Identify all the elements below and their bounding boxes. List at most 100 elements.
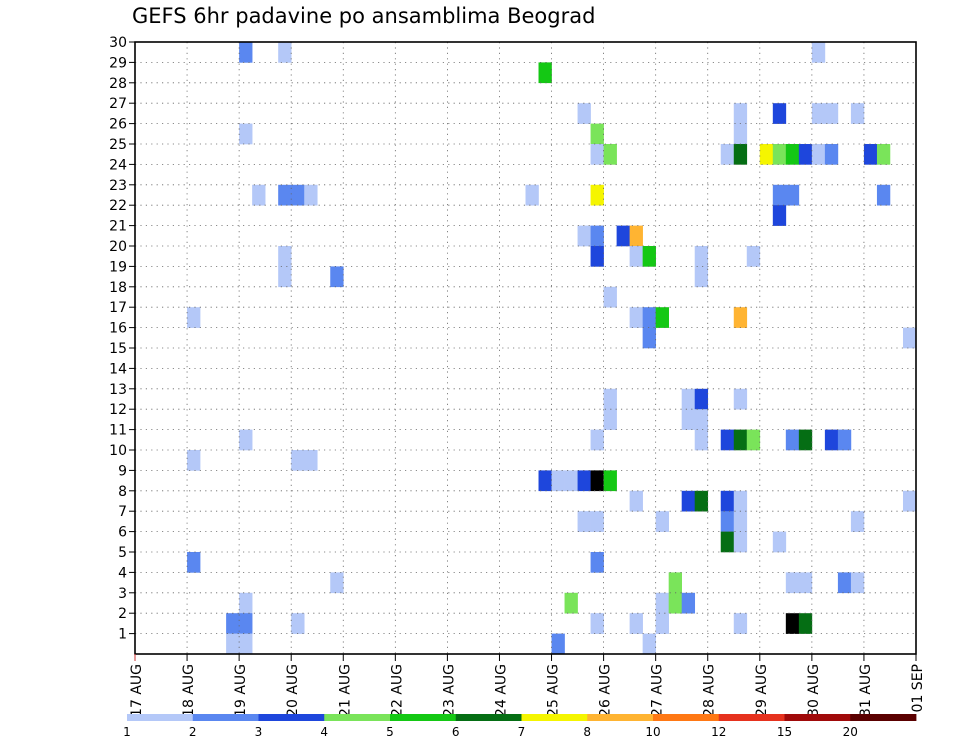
precip-cell [642, 307, 656, 328]
x-tick-label: 25 AUG [546, 664, 562, 717]
x-tick-label: 27 AUG [650, 664, 666, 717]
colorbar-legend: 1 2 3 4 5 6 7 8 10 12 15 20 [123, 714, 917, 739]
precip-cell [239, 123, 253, 145]
y-tick-label: 4 [118, 565, 127, 581]
x-tick-label: 19 AUG [233, 664, 249, 717]
precip-cell [590, 144, 604, 165]
precip-cell [733, 103, 748, 124]
precip-cell [902, 490, 917, 512]
precip-cell [798, 144, 813, 165]
precip-cell [590, 429, 604, 451]
precip-cell [863, 144, 878, 165]
chart-title: GEFS 6hr padavine po ansamblima Beograd [132, 4, 596, 28]
precip-cell [785, 184, 800, 206]
precip-cell [694, 266, 709, 288]
precip-cell [239, 613, 253, 634]
precip-cell [798, 572, 813, 594]
y-tick-label: 1 [118, 627, 127, 643]
precip-cell [746, 246, 761, 267]
precip-cell [603, 388, 617, 410]
precip-cell [720, 429, 735, 451]
colorbar-swatch [718, 714, 785, 721]
precip-cell [330, 266, 344, 288]
precip-cell [629, 490, 643, 512]
precip-cell [590, 613, 604, 634]
precip-cell [694, 388, 709, 410]
precip-cell [733, 613, 748, 634]
precip-cell [577, 103, 591, 124]
x-tick-label: 23 AUG [441, 664, 457, 717]
precip-cell [772, 184, 787, 206]
precip-cell [551, 633, 565, 655]
precip-cell [590, 552, 604, 573]
y-tick-label: 23 [109, 178, 127, 194]
colorbar-swatch [653, 714, 720, 721]
precip-cell [681, 388, 696, 410]
precip-cell [876, 144, 891, 165]
precip-cell [239, 42, 253, 63]
precip-cell [330, 572, 344, 594]
colorbar-swatch [258, 714, 325, 721]
y-tick-label: 11 [109, 423, 127, 439]
precip-cell [577, 511, 591, 532]
precip-cell [590, 123, 604, 145]
precip-cell [226, 633, 240, 655]
precip-cell [187, 450, 201, 471]
precip-cell [694, 429, 709, 451]
precip-cell [733, 144, 748, 165]
colorbar-swatch [850, 714, 917, 721]
precip-cell [538, 62, 552, 84]
x-tick-label: 28 AUG [702, 664, 718, 717]
precip-cell [603, 144, 617, 165]
precip-cell [733, 388, 748, 410]
precip-cell [278, 246, 292, 267]
y-tick-label: 29 [109, 55, 127, 71]
precip-cell [733, 123, 748, 145]
precip-cell [798, 613, 813, 634]
precip-cell [733, 307, 748, 328]
y-tick-label: 21 [109, 219, 127, 235]
y-tick-label: 14 [109, 361, 127, 377]
precip-cell [642, 327, 656, 349]
colorbar-label: 6 [452, 725, 460, 739]
precip-cell [655, 613, 669, 634]
precip-cell [590, 511, 604, 532]
precip-cell [811, 103, 826, 124]
precip-cell [785, 572, 800, 594]
y-tick-label: 25 [109, 137, 127, 153]
grid-lines [134, 42, 917, 654]
y-tick-label: 28 [109, 76, 127, 92]
colorbar-label: 20 [843, 725, 858, 739]
colorbar-swatch [455, 714, 522, 721]
colorbar-label: 15 [777, 725, 792, 739]
precip-cell [291, 450, 305, 471]
precip-cell [681, 490, 696, 512]
precip-cell [720, 490, 735, 512]
y-tick-label: 24 [109, 157, 127, 173]
precip-cell [629, 613, 643, 634]
precip-cell [590, 184, 604, 206]
precip-cell [811, 42, 826, 63]
precip-cell [616, 225, 630, 247]
precip-cell [837, 572, 852, 594]
x-tick-label: 17 AUG [129, 664, 145, 717]
x-tick-label: 01 SEP [910, 664, 926, 712]
precip-cell [694, 490, 709, 512]
precip-cell [772, 205, 787, 226]
precip-cell [733, 490, 748, 512]
y-tick-label: 27 [109, 96, 127, 112]
y-tick-label: 5 [118, 545, 127, 561]
precip-cell [655, 307, 669, 328]
colorbar-swatch [390, 714, 457, 721]
precip-cell [278, 266, 292, 288]
precip-cell [603, 286, 617, 308]
y-tick-label: 2 [118, 606, 127, 622]
precip-cell [876, 184, 891, 206]
precip-cell [278, 184, 292, 206]
y-tick-label: 30 [109, 35, 127, 51]
precip-cell [694, 246, 709, 267]
precip-cell [720, 511, 735, 532]
x-tick-label: 26 AUG [598, 664, 614, 717]
precip-cell [824, 429, 839, 451]
